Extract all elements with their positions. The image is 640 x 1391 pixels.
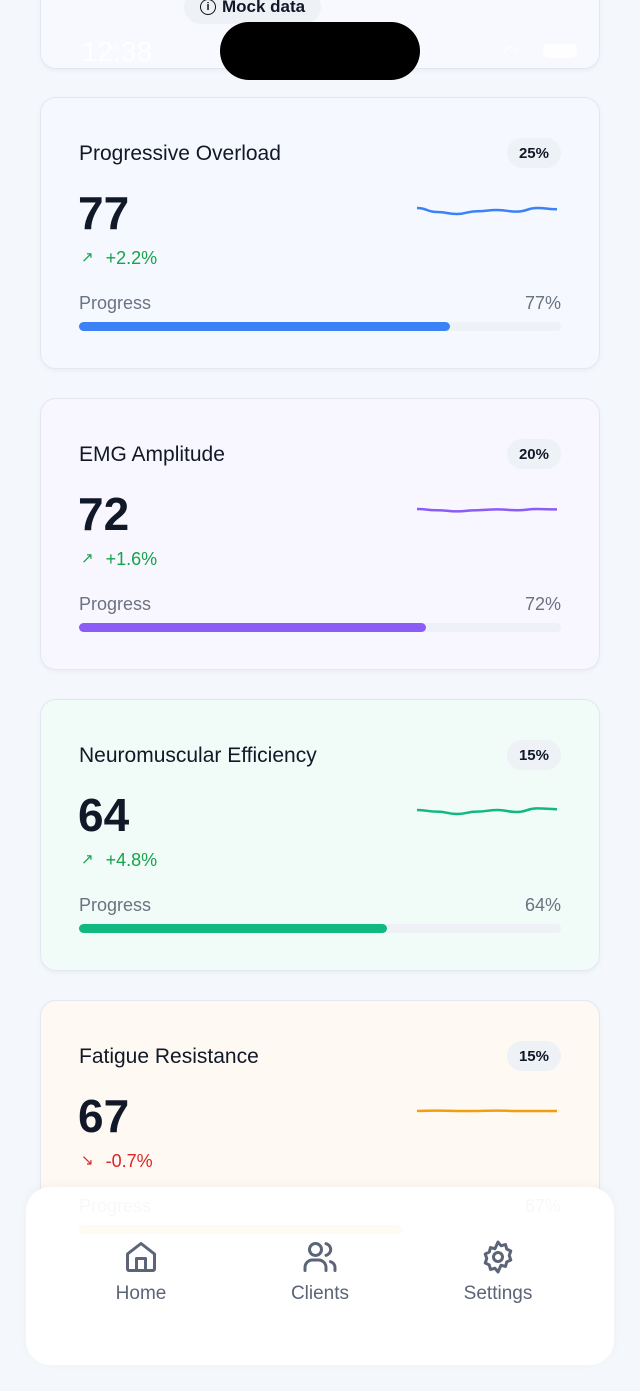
change-indicator: ↗ +1.6% [81,549,158,569]
nav-clients[interactable]: Clients [250,1239,390,1305]
progress-value: 72% [524,594,561,614]
metric-card[interactable]: Neuromuscular Efficiency 15% 64 ↗ +4.8% P… [40,699,600,971]
weight-badge: 15% [506,1041,561,1071]
progress-fill [79,623,427,632]
wifi-icon: ◠ [503,42,519,62]
progress-fill [79,924,388,933]
home-icon [126,1242,156,1272]
gear-icon [483,1240,513,1274]
status-time: 12:38 [82,36,153,67]
bottom-nav: Home Clients Settings [26,1187,614,1365]
metric-title: Fatigue Resistance [79,1045,259,1068]
progress-value: 64% [524,895,561,915]
trend-down-icon: ↘ [81,1152,94,1169]
metric-value: 77 [78,187,130,239]
metric-value: 64 [78,789,130,841]
dynamic-island [220,22,420,80]
metric-value: 72 [78,488,130,540]
nav-settings[interactable]: Settings [428,1239,568,1305]
battery-icon [543,44,577,58]
weight-badge: 20% [506,439,561,469]
mock-data-badge: i Mock data [184,0,322,24]
change-indicator: ↗ +4.8% [81,850,158,870]
progress-fill [79,322,451,331]
weight-badge: 25% [506,138,561,168]
sparkline-path [417,507,557,513]
metric-card[interactable]: Progressive Overload 25% 77 ↗ +2.2% Progr… [40,97,600,369]
sparkline [417,206,557,216]
progress-bar [79,924,561,933]
trend-up-icon: ↗ [81,249,94,266]
change-indicator: ↗ +2.2% [81,248,158,268]
sparkline-path [417,807,557,816]
progress-label: Progress [79,293,152,313]
metric-card[interactable]: EMG Amplitude 20% 72 ↗ +1.6% Progress 72% [40,398,600,670]
nav-home[interactable]: Home [71,1239,211,1305]
metric-title: Progressive Overload [79,142,281,165]
metric-value: 67 [78,1090,130,1142]
sparkline-path [417,206,557,216]
sparkline [417,807,557,816]
progress-value: 77% [524,293,561,313]
trend-up-icon: ↗ [81,550,94,567]
change-indicator: ↘ -0.7% [81,1151,153,1171]
progress-bar [79,322,561,331]
metric-title: EMG Amplitude [79,443,225,466]
metric-title: Neuromuscular Efficiency [79,744,317,767]
progress-label: Progress [79,594,152,614]
progress-label: Progress [79,895,152,915]
users-icon [303,1242,337,1272]
weight-badge: 15% [506,740,561,770]
progress-bar [79,623,561,632]
info-icon: i [200,0,216,15]
sparkline [417,507,557,513]
trend-up-icon: ↗ [81,851,94,868]
sparkline [417,1109,557,1113]
